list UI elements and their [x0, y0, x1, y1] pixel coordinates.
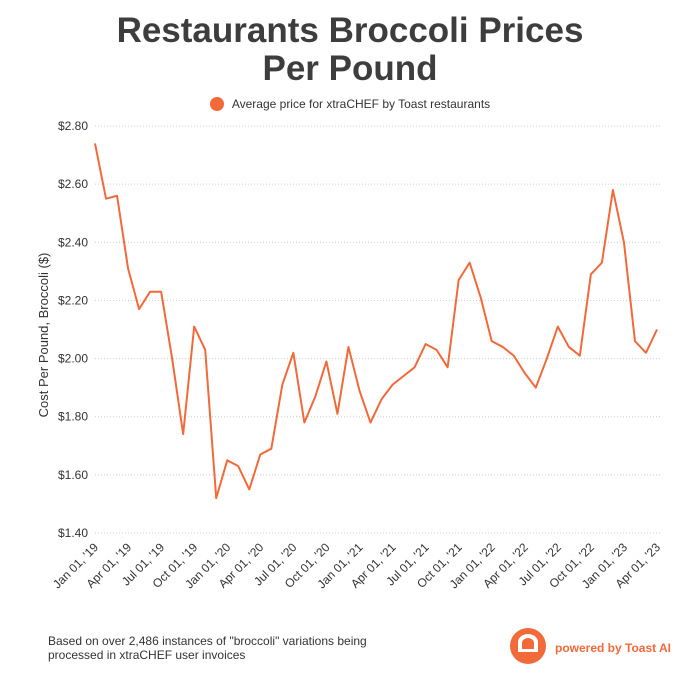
legend-marker — [209, 97, 224, 111]
y-tick-label: $2.00 — [58, 352, 88, 366]
y-tick-label: $2.80 — [58, 119, 88, 133]
logo — [510, 628, 546, 664]
legend: Average price for xtraCHEF by Toast rest… — [0, 97, 700, 111]
line-series — [94, 143, 658, 500]
chart-title: Restaurants Broccoli Prices Per Pound — [116, 11, 584, 88]
y-tick-label: $2.60 — [58, 177, 88, 191]
y-tick-label: $1.60 — [58, 468, 88, 482]
legend-label: Average price for xtraCHEF by Toast rest… — [231, 97, 491, 111]
y-tick-label: $2.40 — [58, 235, 88, 249]
y-tick-label: $2.20 — [58, 293, 88, 307]
y-tick-label: $1.80 — [58, 410, 88, 424]
y-axis-label: Cost Per Pound, Broccoli ($) — [36, 253, 51, 418]
footnote: Based on over 2,486 instances of "brocco… — [48, 634, 367, 662]
y-tick-label: $1.40 — [58, 526, 88, 540]
brand: powered by Toast AI — [555, 641, 672, 655]
